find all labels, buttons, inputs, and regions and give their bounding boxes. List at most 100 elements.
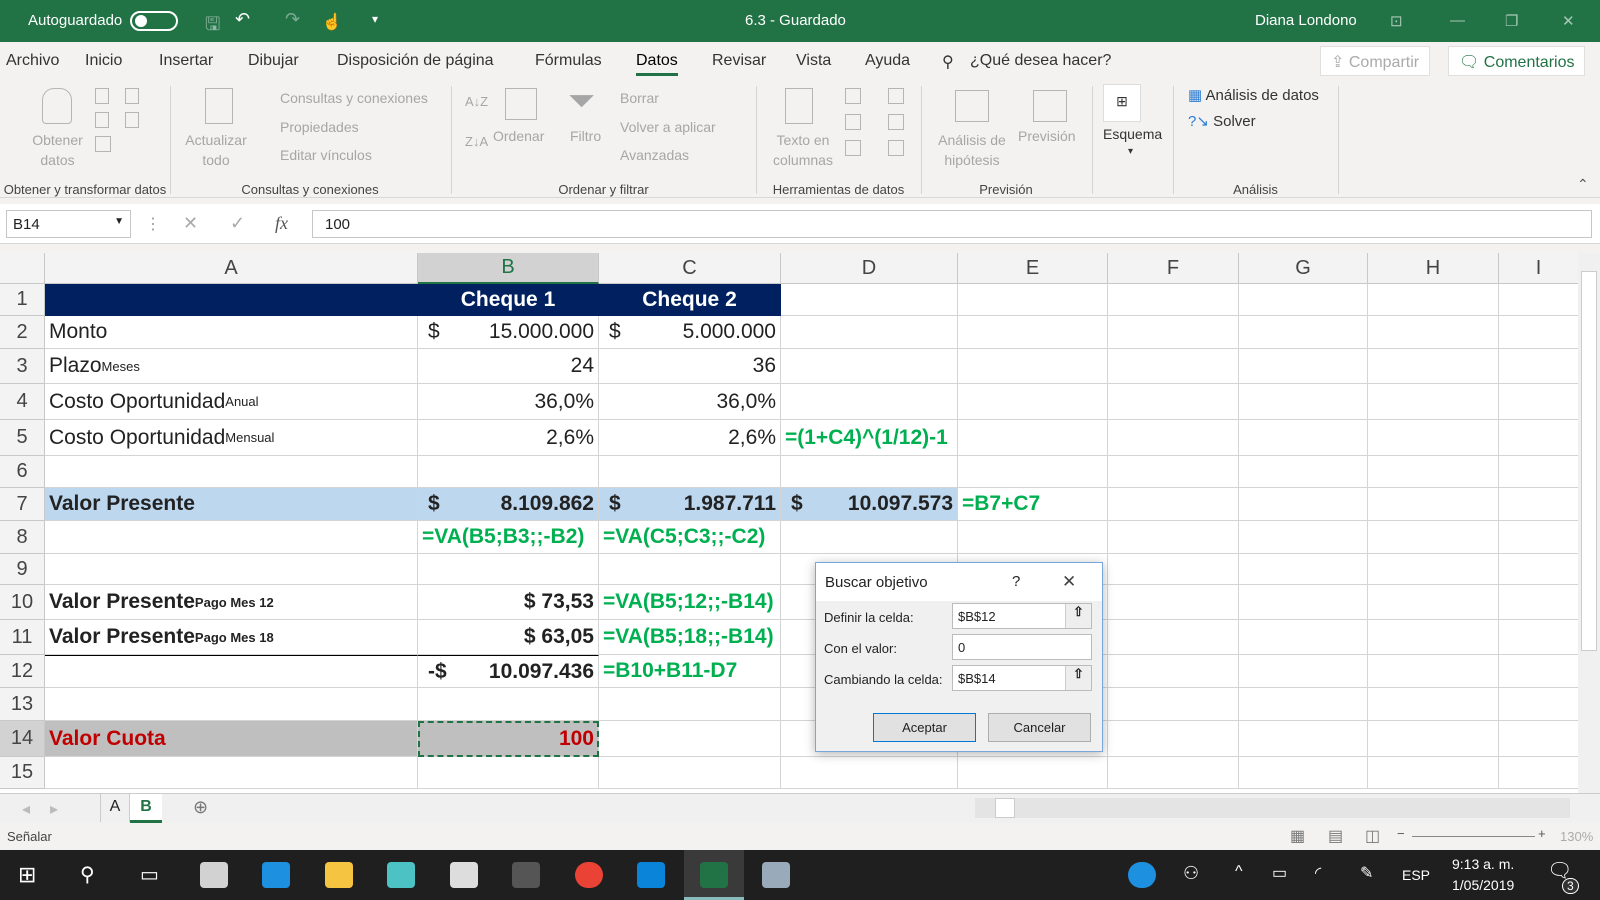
column-header-c[interactable]: C xyxy=(599,253,781,284)
cell-G6[interactable] xyxy=(1239,456,1368,488)
row-header-11[interactable]: 11 xyxy=(0,620,45,655)
cell-D4[interactable] xyxy=(781,384,958,420)
cell-E4[interactable] xyxy=(958,384,1108,420)
column-header-g[interactable]: G xyxy=(1239,253,1368,284)
cell-G1[interactable] xyxy=(1239,284,1368,316)
cell-C10[interactable]: =VA(B5;12;;-B14) xyxy=(599,585,781,620)
cell-E2[interactable] xyxy=(958,316,1108,349)
cell-B3[interactable]: 24 xyxy=(418,349,599,384)
cell-H6[interactable] xyxy=(1368,456,1499,488)
edit-links-button[interactable]: Editar vínculos xyxy=(280,147,372,163)
cell-D5[interactable]: =(1+C4)^(1/12)-1 xyxy=(781,420,958,456)
cell-C1[interactable]: Cheque 2 xyxy=(599,284,781,316)
cell-C6[interactable] xyxy=(599,456,781,488)
cell-H1[interactable] xyxy=(1368,284,1499,316)
cell-A10[interactable]: Valor Presente Pago Mes 12 xyxy=(45,585,418,620)
cell-D7[interactable]: $10.097.573 xyxy=(781,488,958,521)
search-icon[interactable]: ⚲ xyxy=(942,54,954,71)
cell-B12[interactable]: -$ 10.097.436 xyxy=(418,655,599,688)
cell-E1[interactable] xyxy=(958,284,1108,316)
set-cell-input[interactable]: $B$12 ⇧ xyxy=(952,603,1092,629)
cell-A9[interactable] xyxy=(45,554,418,585)
chrome-icon[interactable] xyxy=(575,862,603,888)
cell-F7[interactable] xyxy=(1108,488,1239,521)
edge-icon[interactable] xyxy=(262,862,290,888)
sort-za-icon[interactable]: Z↓A xyxy=(465,134,489,149)
cell-F3[interactable] xyxy=(1108,349,1239,384)
horizontal-scrollbar[interactable] xyxy=(975,798,1570,818)
to-value-input[interactable]: 0 xyxy=(952,634,1092,660)
redo-icon[interactable]: ↷ xyxy=(285,9,301,29)
row-header-12[interactable]: 12 xyxy=(0,655,45,688)
tab-datos[interactable]: Datos xyxy=(636,52,678,76)
solver-button[interactable]: ?↘ Solver xyxy=(1188,112,1256,130)
cell-A14[interactable]: Valor Cuota xyxy=(45,721,418,757)
tab-archivo[interactable]: Archivo xyxy=(6,52,60,69)
tab-ayuda[interactable]: Ayuda xyxy=(865,52,911,69)
cell-I11[interactable] xyxy=(1499,620,1578,655)
forecast-sheet-button[interactable]: Previsión xyxy=(1018,128,1076,144)
cell-I1[interactable] xyxy=(1499,284,1578,316)
refresh-all-button[interactable]: Actualizar todo xyxy=(185,132,247,168)
dropbox-icon[interactable] xyxy=(200,862,228,888)
cell-E15[interactable] xyxy=(958,757,1108,789)
sort-az-icon[interactable]: A↓Z xyxy=(465,94,489,109)
customize-toolbar-icon[interactable]: ▾ xyxy=(372,12,379,26)
tell-me-search[interactable]: ¿Qué desea hacer? xyxy=(970,52,1112,69)
next-sheet-icon[interactable]: ▸ xyxy=(50,801,59,818)
cell-A4[interactable]: Costo Oportunidad Anual xyxy=(45,384,418,420)
cell-I9[interactable] xyxy=(1499,554,1578,585)
column-header-d[interactable]: D xyxy=(781,253,958,284)
notifications-icon[interactable]: 🗨 xyxy=(1547,860,1573,882)
cell-F4[interactable] xyxy=(1108,384,1239,420)
cell-C8[interactable]: =VA(C5;C3;;-C2) xyxy=(599,521,781,554)
normal-view-icon[interactable]: ▦ xyxy=(1290,828,1306,845)
cell-B14[interactable]: 100 xyxy=(418,721,599,757)
collapse-dialog-icon[interactable]: ⇧ xyxy=(1065,604,1091,628)
cell-F2[interactable] xyxy=(1108,316,1239,349)
chevron-down-icon[interactable]: ▾ xyxy=(1128,146,1134,157)
cell-G12[interactable] xyxy=(1239,655,1368,688)
cell-F8[interactable] xyxy=(1108,521,1239,554)
cell-H10[interactable] xyxy=(1368,585,1499,620)
page-layout-icon[interactable]: ▤ xyxy=(1328,828,1344,845)
queries-connections-button[interactable]: Consultas y conexiones xyxy=(280,90,428,106)
cell-C9[interactable] xyxy=(599,554,781,585)
task-view-icon[interactable]: ▭ xyxy=(140,864,159,886)
cell-B10[interactable]: $ 73,53 xyxy=(418,585,599,620)
cell-C3[interactable]: 36 xyxy=(599,349,781,384)
cell-H3[interactable] xyxy=(1368,349,1499,384)
save-icon[interactable]: 🖫 xyxy=(205,14,221,34)
what-if-analysis-button[interactable]: Análisis de hipótesis xyxy=(938,132,1006,168)
close-icon[interactable]: ✕ xyxy=(1562,13,1575,30)
battery-icon[interactable]: ▭ xyxy=(1272,865,1288,882)
cell-G15[interactable] xyxy=(1239,757,1368,789)
cell-F14[interactable] xyxy=(1108,721,1239,757)
paint-icon[interactable] xyxy=(762,862,790,888)
cell-G13[interactable] xyxy=(1239,688,1368,721)
tab-disposicion[interactable]: Disposición de página xyxy=(337,52,494,69)
mail-icon[interactable] xyxy=(450,862,478,888)
cell-H9[interactable] xyxy=(1368,554,1499,585)
cell-G11[interactable] xyxy=(1239,620,1368,655)
cell-H11[interactable] xyxy=(1368,620,1499,655)
cell-D3[interactable] xyxy=(781,349,958,384)
cell-C15[interactable] xyxy=(599,757,781,789)
cell-C14[interactable] xyxy=(599,721,781,757)
cell-F11[interactable] xyxy=(1108,620,1239,655)
cell-G5[interactable] xyxy=(1239,420,1368,456)
cell-B1[interactable]: Cheque 1 xyxy=(418,284,599,316)
row-header-2[interactable]: 2 xyxy=(0,316,45,349)
cell-A1[interactable] xyxy=(45,284,418,316)
from-table-icon[interactable] xyxy=(95,136,111,152)
cell-F6[interactable] xyxy=(1108,456,1239,488)
cell-F15[interactable] xyxy=(1108,757,1239,789)
cell-H2[interactable] xyxy=(1368,316,1499,349)
cell-D2[interactable] xyxy=(781,316,958,349)
remove-duplicates-icon[interactable] xyxy=(845,114,861,130)
row-header-5[interactable]: 5 xyxy=(0,420,45,456)
column-header-e[interactable]: E xyxy=(958,253,1108,284)
outline-button[interactable]: Esquema xyxy=(1103,126,1163,142)
data-validation-icon[interactable] xyxy=(845,140,861,156)
cell-C2[interactable]: $5.000.000 xyxy=(599,316,781,349)
